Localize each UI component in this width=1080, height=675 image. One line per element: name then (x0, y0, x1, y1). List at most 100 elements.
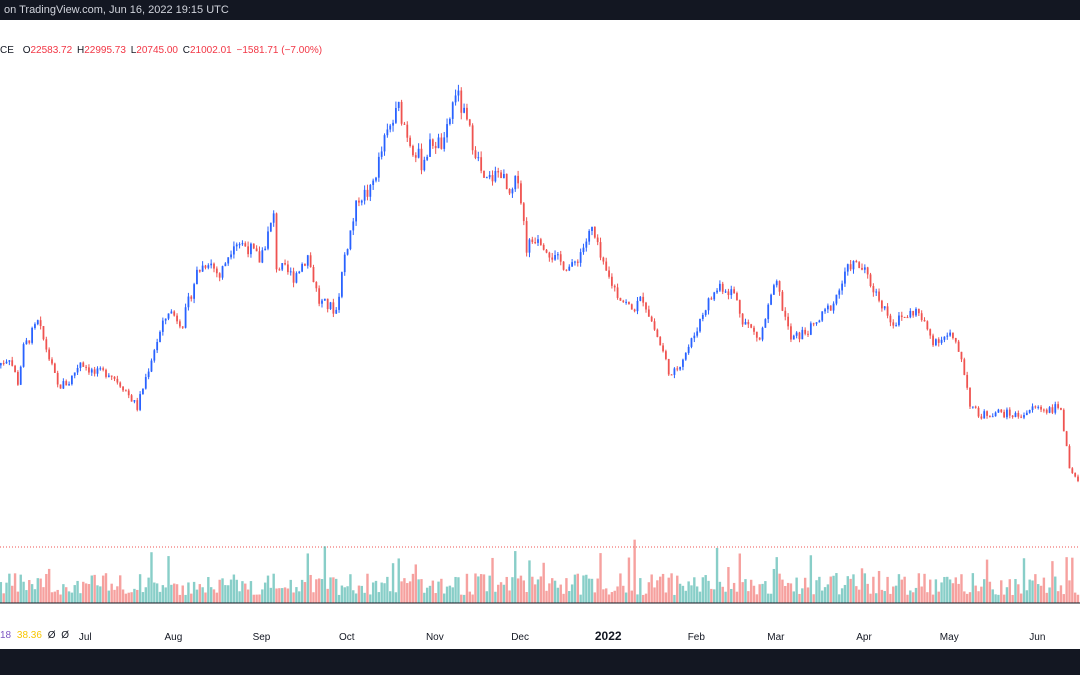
candle-body (758, 337, 761, 340)
candle-body (315, 282, 318, 289)
candle-body (156, 341, 159, 351)
volume-bar (954, 577, 957, 603)
candle-body (650, 316, 653, 322)
volume-bar (1000, 580, 1003, 603)
volume-bar (394, 592, 398, 603)
volume-bar (781, 579, 784, 603)
volume-bar (715, 547, 719, 603)
volume-bar (357, 585, 361, 603)
volume-bar (403, 578, 406, 603)
x-axis-tick-label: Feb (688, 632, 706, 643)
volume-bar (784, 585, 787, 603)
candle-body (522, 203, 525, 222)
volume-bar (195, 589, 199, 603)
volume-bar (406, 583, 409, 603)
candle-body (900, 315, 903, 317)
candle-body (85, 366, 88, 368)
candle-body (56, 372, 59, 385)
volume-bar (332, 577, 335, 603)
volume-bar (82, 581, 85, 603)
candle-body (193, 284, 196, 299)
candle-body (184, 307, 187, 328)
volume-bar (843, 584, 847, 603)
candle-body (943, 336, 946, 340)
price-chart[interactable]: Jul Aug Sep Oct Nov Dec 2022 Feb Mar Apr May Jun (0, 20, 1080, 649)
volume-bar (519, 575, 523, 603)
volume-bar (698, 591, 702, 603)
candle-body (301, 264, 304, 272)
candle-body (90, 369, 93, 373)
volume-bar (627, 557, 631, 603)
candle-body (14, 365, 16, 372)
candle-body (275, 213, 278, 270)
volume-series (0, 539, 1080, 603)
candle-body (818, 320, 821, 323)
candle-body (602, 257, 605, 262)
volume-bar (153, 582, 156, 603)
candle-body (511, 189, 514, 194)
candle-body (528, 239, 531, 253)
volume-bar (423, 592, 426, 603)
volume-bar (636, 594, 639, 603)
volume-bar (542, 562, 545, 603)
volume-bar (1076, 594, 1080, 603)
candle-body (443, 137, 446, 149)
volume-bar (462, 594, 466, 603)
volume-bar (974, 585, 977, 603)
chart-area[interactable]: CE O22583.72 H22995.73 L20745.00 C21002.… (0, 20, 1080, 649)
candle-body (1014, 412, 1017, 417)
candle-body (1057, 404, 1060, 408)
volume-bar (1005, 587, 1009, 603)
volume-bar (354, 593, 358, 603)
candle-body (716, 290, 718, 293)
candle-body (903, 316, 906, 318)
candle-body (28, 340, 31, 343)
volume-bar (886, 576, 889, 603)
volume-bar (1014, 579, 1017, 603)
candle-body (278, 269, 281, 271)
candle-body (988, 415, 991, 417)
volume-bar (261, 589, 264, 603)
candle-body (966, 374, 969, 388)
volume-bar (1002, 594, 1006, 603)
candle-body (429, 139, 431, 157)
volume-bar (155, 583, 159, 603)
volume-bar (65, 587, 68, 603)
volume-bar (676, 575, 679, 603)
candle-body (934, 339, 937, 346)
candle-body (70, 375, 73, 385)
volume-bar (295, 587, 298, 603)
candle-body (42, 326, 45, 340)
volume-legend: 18 38.36 Ø Ø (0, 630, 69, 642)
volume-bar (204, 592, 207, 603)
volume-bar (454, 576, 457, 603)
volume-bar (1039, 585, 1043, 603)
volume-bar (67, 591, 71, 603)
candle-body (892, 322, 895, 326)
candle-body (463, 107, 466, 113)
candle-body (701, 314, 704, 319)
candle-body (318, 288, 321, 304)
volume-bar (977, 591, 980, 603)
volume-bar (866, 583, 869, 603)
volume-bar (914, 587, 918, 603)
volume-bar (62, 584, 65, 603)
volume-bar (420, 579, 423, 603)
candle-body (292, 271, 295, 283)
candle-body (31, 327, 34, 343)
candle-body (593, 226, 596, 238)
candle-body (230, 254, 232, 258)
volume-bar (198, 584, 201, 603)
candle-body (241, 243, 244, 245)
volume-bar (511, 577, 514, 603)
candle-body (977, 407, 980, 417)
volume-value-1: 18 (0, 630, 12, 641)
candle-body (426, 156, 429, 160)
candle-body (332, 302, 335, 314)
candle-body (451, 102, 454, 119)
volume-bar (968, 592, 972, 603)
volume-bar (718, 581, 722, 603)
candle-body (855, 261, 858, 263)
candle-body (295, 273, 298, 283)
volume-bar (488, 575, 491, 603)
